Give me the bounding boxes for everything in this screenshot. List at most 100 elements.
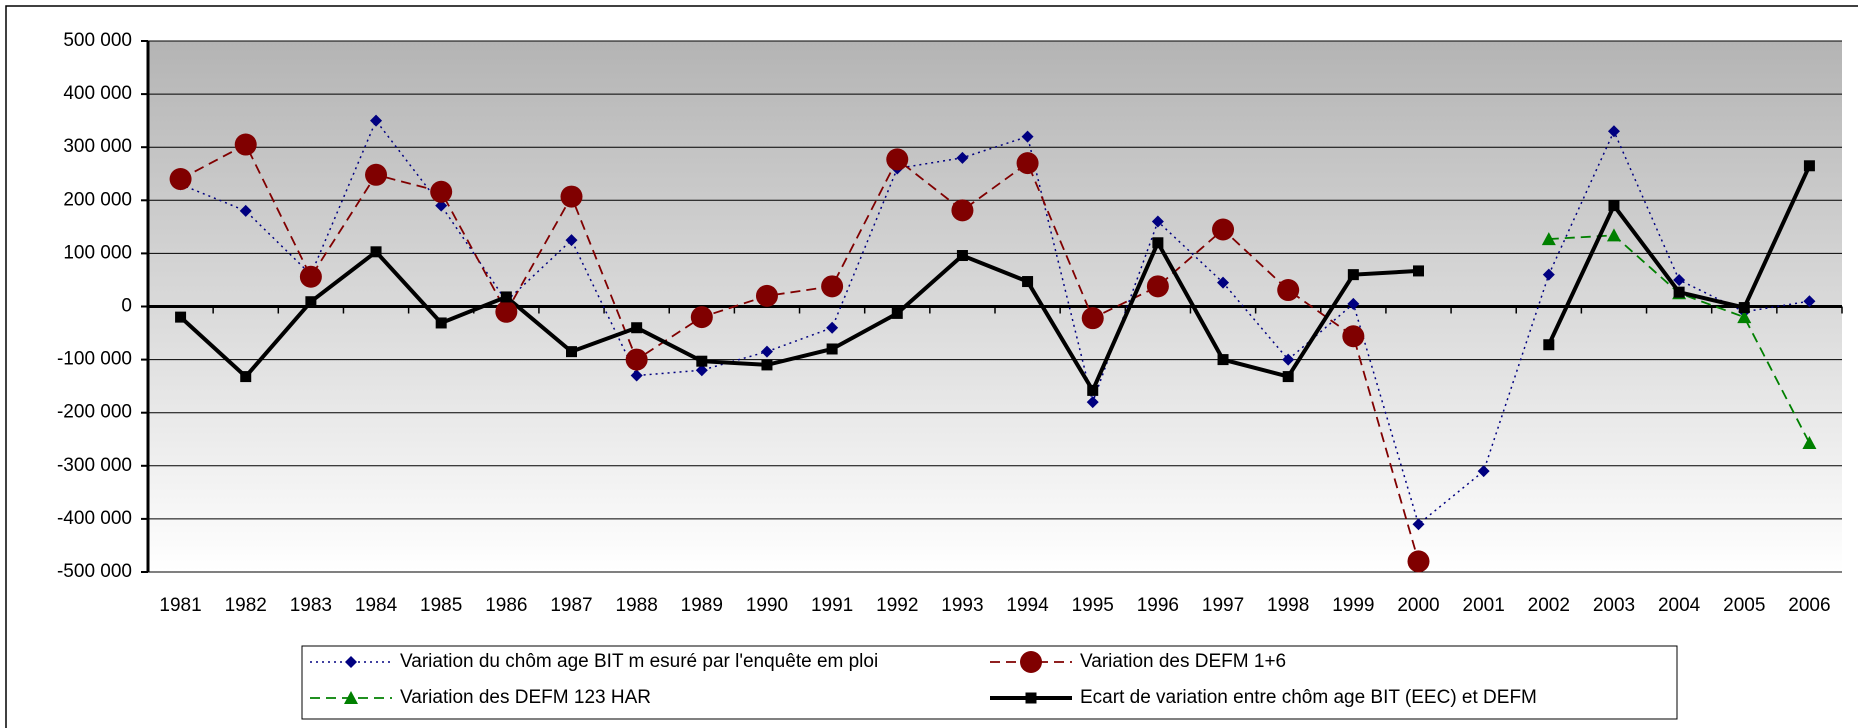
- data-point: [1607, 125, 1620, 138]
- chart-frame: [5, 5, 1858, 728]
- data-point: [565, 234, 578, 247]
- data-point: [1282, 353, 1295, 366]
- data-point: [1347, 297, 1360, 310]
- x-tick-label: 1991: [811, 595, 853, 616]
- y-tick-label: 400 000: [63, 83, 132, 104]
- data-point: [1542, 268, 1555, 281]
- x-tick-label: 1983: [290, 595, 332, 616]
- legend-label: Ecart de variation entre chôm age BIT (E…: [1080, 687, 1537, 708]
- data-point: [1282, 371, 1294, 383]
- data-point: [696, 355, 708, 367]
- data-point: [826, 343, 838, 355]
- data-point: [239, 204, 252, 217]
- data-point: [1737, 310, 1752, 324]
- data-point: [1608, 200, 1620, 212]
- data-point: [1803, 295, 1816, 308]
- series-line: [180, 119, 1810, 526]
- data-point: [1151, 215, 1164, 228]
- y-tick-label: 0: [121, 296, 132, 317]
- data-point: [1016, 152, 1039, 175]
- data-point: [305, 296, 317, 308]
- data-point: [760, 345, 773, 358]
- x-tick-label: 1992: [876, 595, 918, 616]
- data-point: [826, 321, 839, 334]
- data-point: [631, 322, 643, 334]
- data-point: [1606, 228, 1621, 242]
- legend-label: Variation des DEFM 1+6: [1080, 651, 1286, 672]
- legend-marker: [1020, 651, 1042, 673]
- y-tick-label: -300 000: [57, 455, 132, 476]
- data-point: [1802, 435, 1817, 449]
- data-point: [1217, 276, 1230, 289]
- data-point: [1212, 218, 1235, 241]
- data-point: [234, 133, 257, 156]
- y-tick-label: 500 000: [63, 30, 132, 51]
- data-point: [956, 250, 968, 262]
- x-tick-label: 1989: [681, 595, 723, 616]
- data-point: [821, 275, 844, 298]
- legend-label: Variation des DEFM 123 HAR: [400, 687, 651, 708]
- x-tick-label: 2005: [1723, 595, 1765, 616]
- x-tick-label: 2006: [1788, 595, 1830, 616]
- data-point: [1738, 302, 1750, 314]
- data-point: [1087, 384, 1099, 396]
- x-tick-label: 1996: [1137, 595, 1179, 616]
- data-point: [370, 114, 383, 127]
- legend-label: Variation du chôm age BIT m esuré par l'…: [400, 651, 878, 672]
- data-point: [755, 284, 778, 307]
- data-point: [365, 163, 388, 186]
- data-point: [1347, 269, 1359, 281]
- legend-marker: [344, 691, 358, 704]
- data-point: [956, 151, 969, 164]
- x-tick-label: 1998: [1267, 595, 1309, 616]
- y-tick-label: 100 000: [63, 242, 132, 263]
- x-tick-label: 2004: [1658, 595, 1701, 616]
- x-tick-label: 1993: [941, 595, 983, 616]
- legend-marker: [1025, 692, 1037, 704]
- data-point: [495, 300, 518, 323]
- data-point: [1412, 518, 1425, 531]
- x-tick-label: 1999: [1332, 595, 1374, 616]
- x-tick-label: 1985: [420, 595, 462, 616]
- data-point: [690, 306, 713, 329]
- data-point: [1803, 160, 1815, 172]
- data-point: [1146, 275, 1169, 298]
- data-point: [1543, 339, 1555, 351]
- data-point: [891, 307, 903, 319]
- x-tick-label: 1988: [616, 595, 658, 616]
- x-tick-label: 1994: [1006, 595, 1049, 616]
- data-point: [1022, 276, 1034, 288]
- x-tick-label: 1987: [550, 595, 592, 616]
- legend-box: [301, 645, 1678, 720]
- x-tick-label: 1982: [225, 595, 267, 616]
- legend-marker: [345, 656, 357, 668]
- x-tick-label: 1986: [485, 595, 527, 616]
- y-tick-label: 300 000: [63, 136, 132, 157]
- x-tick-label: 1995: [1072, 595, 1114, 616]
- data-point: [500, 291, 512, 303]
- x-tick-label: 2003: [1593, 595, 1635, 616]
- data-point: [1217, 354, 1229, 366]
- data-point: [175, 311, 187, 323]
- data-point: [430, 180, 453, 203]
- data-point: [625, 348, 648, 371]
- data-point: [1081, 307, 1104, 330]
- data-point: [299, 265, 322, 288]
- x-tick-label: 1984: [355, 595, 398, 616]
- y-tick-label: -200 000: [57, 402, 132, 423]
- x-tick-label: 2002: [1528, 595, 1570, 616]
- data-point: [370, 246, 382, 258]
- data-point: [435, 317, 447, 329]
- data-point: [1152, 237, 1164, 249]
- data-point: [1541, 232, 1556, 246]
- series-line: [180, 143, 1420, 562]
- data-point: [169, 168, 192, 191]
- data-point: [560, 185, 583, 208]
- data-point: [630, 369, 643, 382]
- data-point: [240, 371, 252, 383]
- data-point: [886, 148, 909, 171]
- data-point: [951, 199, 974, 222]
- data-point: [1477, 465, 1490, 478]
- x-tick-label: 1997: [1202, 595, 1244, 616]
